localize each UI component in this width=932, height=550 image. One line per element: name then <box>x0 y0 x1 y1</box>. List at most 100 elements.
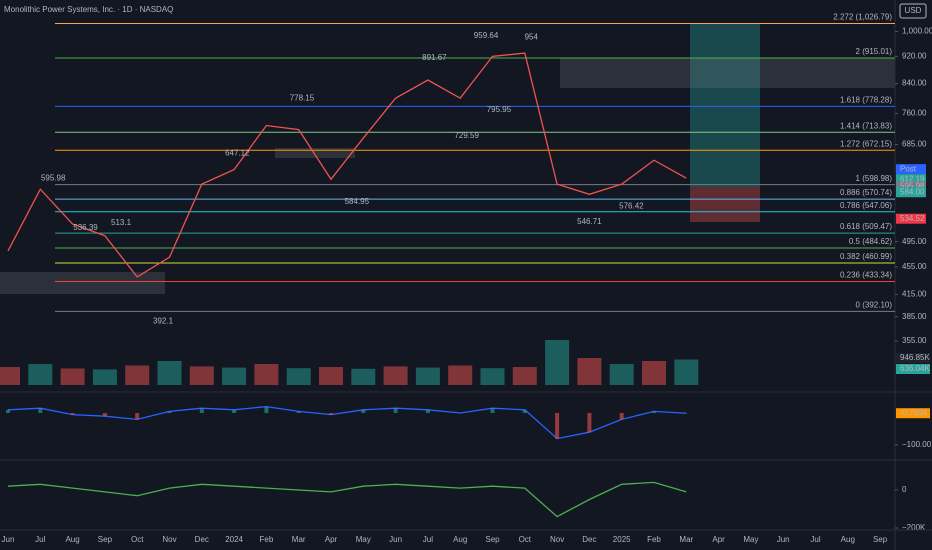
price-annotation: 647.12 <box>225 149 250 158</box>
x-tick-label: 2025 <box>613 535 631 544</box>
macd-hist <box>619 413 624 420</box>
volume-label: 636.04K <box>900 364 930 373</box>
x-tick-label: 2024 <box>225 535 243 544</box>
macd-hist <box>6 409 10 413</box>
y-tick-label: 495.00 <box>902 237 927 246</box>
price-annotation: 959.64 <box>474 31 499 40</box>
price-annotation: 546.71 <box>577 217 602 226</box>
volume-label-box <box>896 364 930 374</box>
range-box <box>0 272 165 294</box>
price-annotation: 595.98 <box>41 173 66 182</box>
volume-bar <box>286 368 311 385</box>
axis-label: 584.00 <box>900 187 925 196</box>
volume-bar <box>609 364 634 385</box>
macd-hist <box>38 408 43 413</box>
macd-hist <box>652 411 656 413</box>
x-tick-label: Jun <box>389 535 402 544</box>
price-annotation: 795.95 <box>487 105 512 114</box>
x-tick-label: Feb <box>260 535 274 544</box>
currency: USD <box>905 6 922 15</box>
fib-label: 1.272 (672.15) <box>840 139 892 148</box>
x-tick-label: Jun <box>2 535 15 544</box>
volume-label-box <box>896 353 930 363</box>
price-line <box>7 52 687 278</box>
macd-hist <box>425 409 430 413</box>
y-tick-label: 415.00 <box>902 290 927 299</box>
price-annotation: 576.42 <box>619 201 644 210</box>
profit-zone <box>690 24 760 187</box>
volume-bar <box>319 367 343 385</box>
y-tick-label: 1,000.00 <box>902 27 932 36</box>
fib-label: 0.5 (484.62) <box>849 237 892 246</box>
x-tick-label: Jul <box>423 535 433 544</box>
macd-hist <box>329 413 333 415</box>
volume-bar <box>674 359 699 385</box>
price-annotation: 729.59 <box>454 131 479 140</box>
macd-hist <box>199 408 204 413</box>
x-tick-label: Sep <box>873 535 888 544</box>
macd-tick: −100.00 <box>902 440 932 449</box>
price-annotation: 778.15 <box>290 94 315 103</box>
volume-bar <box>222 367 247 385</box>
fib-label: 0 (392.10) <box>856 300 893 309</box>
volume-bar <box>92 369 117 385</box>
loss-zone <box>690 187 760 222</box>
macd-hist <box>135 413 140 420</box>
fib-label: 1 (598.98) <box>856 174 893 183</box>
x-tick-label: Aug <box>841 535 855 544</box>
macd-hist <box>361 409 366 413</box>
volume-bar <box>351 368 376 385</box>
price-annotation: 392.1 <box>153 316 174 325</box>
fib-label: 1.414 (713.83) <box>840 121 892 130</box>
volume-bar <box>28 364 53 385</box>
x-tick-label: Aug <box>65 535 79 544</box>
x-tick-label: Oct <box>519 535 532 544</box>
x-tick-label: Nov <box>550 535 564 544</box>
axis-label-box <box>896 174 926 185</box>
macd-hist <box>555 413 560 439</box>
oscillator-tick: −200K <box>902 523 926 532</box>
y-tick-label: 385.00 <box>902 312 927 321</box>
macd-hist <box>393 408 398 413</box>
price-annotation: 536.39 <box>73 223 98 232</box>
axis-label: 595.98 <box>900 181 925 190</box>
x-tick-label: Aug <box>453 535 467 544</box>
macd-hist <box>102 413 107 417</box>
x-tick-label: May <box>743 535 758 544</box>
x-tick-label: Jun <box>777 535 790 544</box>
volume-bar <box>189 366 214 385</box>
volume-bar <box>254 364 279 385</box>
volume-bar <box>448 365 473 385</box>
price-annotation: 584.95 <box>345 197 370 206</box>
macd-hist <box>264 406 269 413</box>
fib-label: 2 (915.01) <box>856 47 893 56</box>
y-tick-label: 455.00 <box>902 262 927 271</box>
oscillator-tick: 0 <box>902 485 907 494</box>
volume-bar <box>415 367 440 385</box>
x-tick-label: Mar <box>679 535 693 544</box>
macd-line <box>7 405 687 440</box>
x-tick-label: Dec <box>195 535 209 544</box>
fib-label: 0.236 (433.34) <box>840 271 892 280</box>
macd-hist <box>296 411 301 413</box>
fib-label: 1.618 (778.28) <box>840 95 892 104</box>
macd-hist <box>70 413 75 415</box>
y-tick-label: 355.00 <box>902 336 927 345</box>
x-tick-label: Jul <box>810 535 820 544</box>
volume-bar <box>60 368 85 385</box>
volume-bar <box>157 361 182 385</box>
axis-label-box <box>896 164 926 175</box>
volume-bar <box>577 358 602 385</box>
x-tick-label: May <box>356 535 371 544</box>
x-tick-label: Apr <box>325 535 338 544</box>
currency-box[interactable] <box>899 3 927 19</box>
macd-hist <box>167 411 172 413</box>
macd-label: -0.7034 <box>900 408 928 417</box>
volume-bar <box>642 361 666 385</box>
macd-hist <box>490 408 495 413</box>
axis-label: 534.52 <box>900 214 925 223</box>
volume-bar <box>545 340 570 385</box>
axis-label-box <box>896 187 926 198</box>
macd-label-box <box>896 408 930 419</box>
